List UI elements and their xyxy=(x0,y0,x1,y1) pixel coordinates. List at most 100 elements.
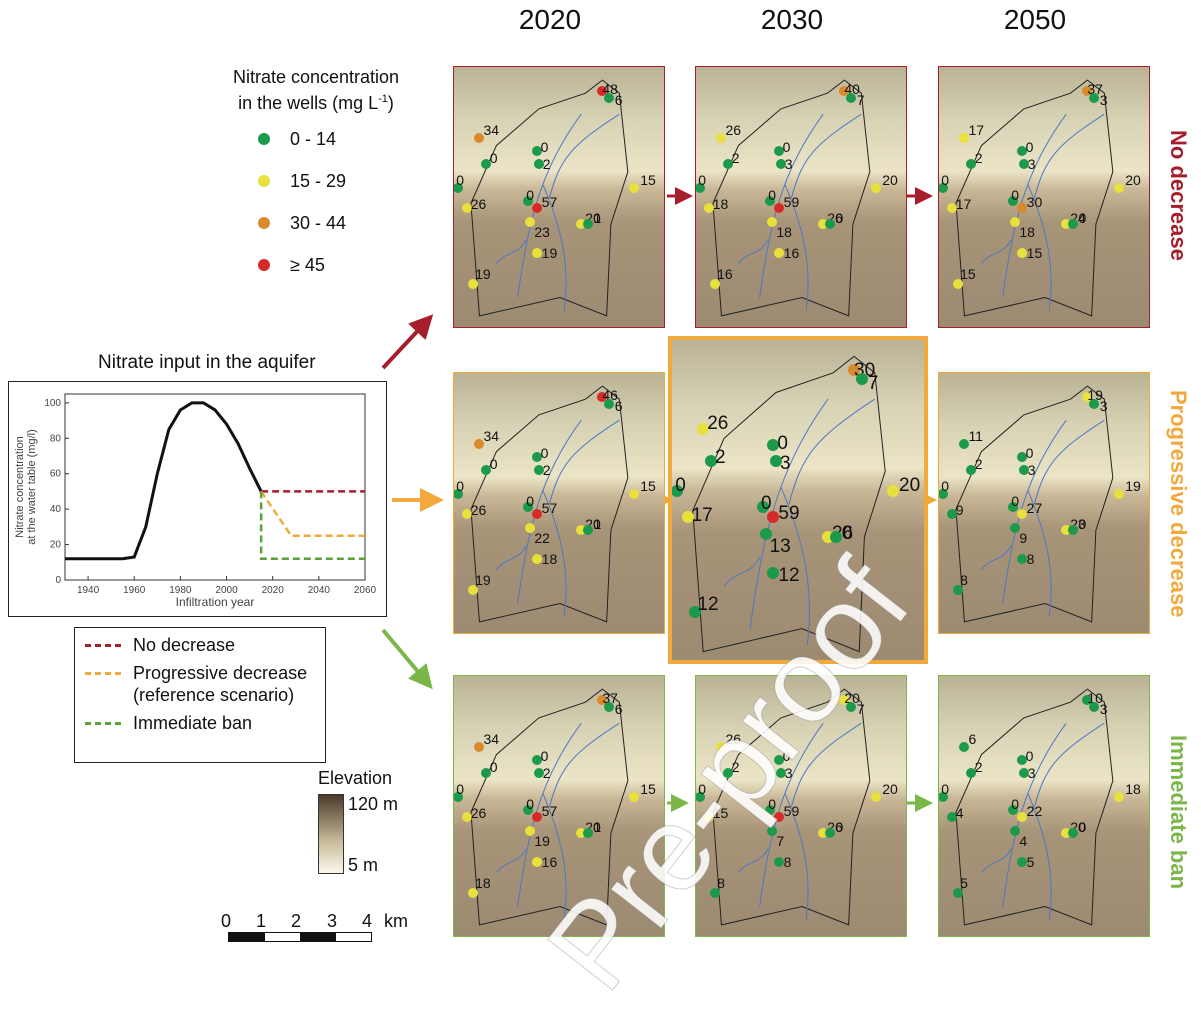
legend-dot-yellow xyxy=(258,175,270,187)
well-value-label: 30 xyxy=(1026,194,1043,211)
well-value-label: 0 xyxy=(526,795,534,812)
well-marker xyxy=(531,248,542,259)
map-panel-prog-2030: 30 7 26 2 0 3 0 17 20 0 59 26 0 13 12 12 xyxy=(668,336,928,664)
well-value-label: 8 xyxy=(783,854,792,871)
x-tick-label: 1980 xyxy=(169,585,192,596)
well-value-label: 15 xyxy=(640,477,656,494)
well-value-label: 0 xyxy=(489,149,498,166)
map-panel-prog-2020: 46 6 34 0 0 2 0 26 15 0 57 20 1 22 18 19 xyxy=(453,372,665,634)
well-value-label: 0 xyxy=(782,138,791,155)
well-marker xyxy=(480,158,491,169)
river-network xyxy=(496,419,620,617)
row-label-immediate-ban: Immediate ban xyxy=(1166,734,1191,890)
well-marker xyxy=(681,511,694,524)
dashed-line-green xyxy=(85,722,121,725)
legend-dot-orange xyxy=(258,217,270,229)
well-marker xyxy=(1016,248,1027,259)
well-marker xyxy=(461,203,472,214)
well-marker xyxy=(1008,804,1019,815)
well-marker xyxy=(531,812,542,823)
well-marker xyxy=(939,488,949,499)
well-value-label: 0 xyxy=(768,186,776,203)
watershed-boundary xyxy=(470,79,629,317)
scalebar-labels: 0 1 2 3 4 km xyxy=(221,911,408,931)
well-value-label: 0 xyxy=(540,444,549,461)
well-marker xyxy=(1008,195,1019,206)
well-marker xyxy=(603,399,614,410)
well-marker xyxy=(1016,554,1027,565)
elevation-min: 5 m xyxy=(348,855,379,875)
well-marker xyxy=(1114,488,1125,499)
scenario-legend-immediate-ban: Immediate ban xyxy=(85,712,315,734)
well-marker xyxy=(1067,219,1078,230)
well-value-label: 6 xyxy=(614,92,623,109)
well-value-label: 46 xyxy=(602,386,618,403)
well-value-label: 0 xyxy=(1078,210,1087,227)
plot-area xyxy=(64,393,366,581)
well-value-label: 2 xyxy=(542,155,551,172)
well-marker xyxy=(1088,93,1099,104)
well-value-label: 2 xyxy=(974,758,983,775)
well-value-label: 34 xyxy=(483,121,500,138)
elevation-max: 120 m xyxy=(348,794,399,814)
x-tick-label: 2060 xyxy=(354,585,377,596)
river-network xyxy=(981,113,1105,311)
well-value-label: 3 xyxy=(1027,461,1036,478)
well-marker xyxy=(689,606,702,619)
well-marker xyxy=(765,804,776,815)
y-axis-label: Nitrate concentrationat the water table … xyxy=(14,429,38,545)
well-marker xyxy=(531,754,542,765)
well-marker xyxy=(773,145,784,156)
well-marker xyxy=(531,203,542,214)
well-marker xyxy=(1016,754,1027,765)
well-marker xyxy=(722,158,733,169)
well-marker xyxy=(480,767,491,778)
x-axis-label: Infiltration year xyxy=(176,595,255,609)
input-chart-title: Nitrate input in the aquifer xyxy=(98,352,316,373)
well-marker xyxy=(603,702,614,713)
dashed-line-orange xyxy=(85,672,121,675)
well-value-label: 2 xyxy=(542,461,551,478)
x-tick-label: 2000 xyxy=(215,585,238,596)
legend-class-1: 15 - 29 xyxy=(258,170,346,192)
year-header-2020: 2020 xyxy=(518,4,582,35)
well-value-label: 12 xyxy=(778,564,800,586)
well-marker xyxy=(759,527,772,540)
well-marker xyxy=(839,694,850,705)
well-marker xyxy=(824,219,835,230)
watershed-map xyxy=(955,79,1114,317)
well-value-label: 22 xyxy=(1026,803,1043,820)
well-marker xyxy=(765,195,776,206)
well-marker xyxy=(775,767,786,778)
well-marker xyxy=(696,791,706,802)
well-marker xyxy=(1016,509,1027,520)
well-value-label: 19 xyxy=(475,266,491,283)
scalebar-tick-4: 4 xyxy=(362,911,373,931)
well-value-label: 3 xyxy=(1027,155,1036,172)
y-tick-label: 0 xyxy=(55,575,61,586)
well-marker xyxy=(939,182,949,193)
well-marker xyxy=(1018,767,1029,778)
well-value-label: 0 xyxy=(456,780,465,797)
well-marker xyxy=(523,195,534,206)
scenario-legend-progressive: Progressive decrease (reference scenario) xyxy=(85,662,315,706)
well-marker xyxy=(1088,702,1099,713)
concentration-legend: Nitrate concentration in the wells (mg L… xyxy=(206,66,426,114)
well-marker xyxy=(629,791,640,802)
well-marker xyxy=(767,511,780,524)
well-value-label: 20 xyxy=(899,474,921,496)
well-value-label: 0 xyxy=(761,493,772,515)
well-value-label: 2 xyxy=(715,447,726,469)
well-marker xyxy=(959,741,970,752)
well-marker xyxy=(773,754,784,765)
well-marker xyxy=(773,857,784,868)
well-marker xyxy=(959,438,970,449)
well-value-label: 0 xyxy=(1025,444,1034,461)
well-marker xyxy=(829,530,842,543)
map-panel-ban-2030: 20 7 26 2 0 3 0 15 20 0 59 26 0 7 8 8 xyxy=(695,675,907,937)
well-marker xyxy=(468,279,479,290)
well-marker xyxy=(1016,451,1027,462)
well-marker xyxy=(533,464,544,475)
watershed-boundary xyxy=(955,79,1114,317)
well-value-label: 7 xyxy=(867,373,879,395)
